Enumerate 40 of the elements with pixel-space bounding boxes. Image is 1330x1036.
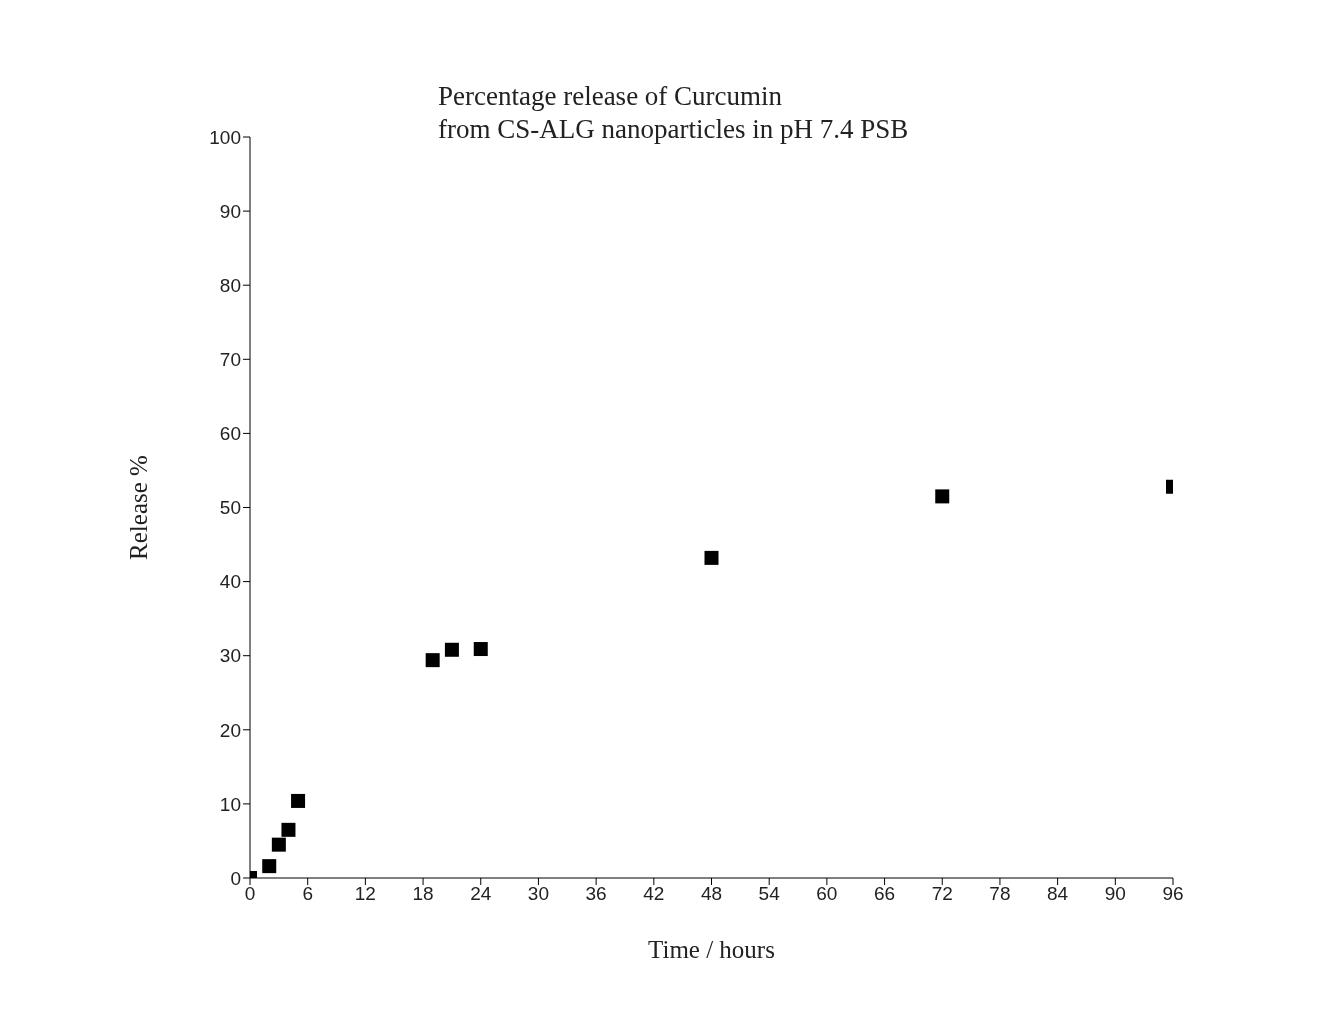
x-tick-label: 84 xyxy=(1047,883,1069,905)
point xyxy=(281,822,296,837)
x-tick-label: 60 xyxy=(816,883,838,905)
x-tick-label: 6 xyxy=(302,883,313,905)
point xyxy=(271,837,286,852)
y-tick-label: 20 xyxy=(219,719,241,741)
y-tick-label: 60 xyxy=(219,423,241,445)
chart-title: Percentage release of Curcumin from CS-ALG nanoparticles in pH 7.4 PSB xyxy=(438,80,909,146)
y-tick-label: 80 xyxy=(219,274,241,296)
point xyxy=(704,550,719,565)
x-tick-label: 54 xyxy=(758,883,781,905)
x-tick-label: 18 xyxy=(412,883,434,905)
x-tick-label: 36 xyxy=(585,883,607,905)
x-tick-label: 66 xyxy=(873,883,896,905)
point xyxy=(473,642,488,657)
y-tick-label: 30 xyxy=(219,645,241,667)
y-tick-label: 100 xyxy=(209,126,241,148)
y-axis-title: Release % xyxy=(124,455,152,560)
x-tick-label: 96 xyxy=(1162,883,1184,905)
y-tick-label: 0 xyxy=(230,867,241,889)
x-tick-label: 30 xyxy=(527,883,550,905)
x-tick-label: 72 xyxy=(931,883,953,905)
x-tick-label: 12 xyxy=(354,883,376,905)
point xyxy=(444,642,459,657)
x-tick-label: 48 xyxy=(700,883,723,905)
x-tick-label: 90 xyxy=(1104,883,1126,905)
point xyxy=(262,859,277,874)
x-tick-label: 78 xyxy=(989,883,1011,905)
point xyxy=(935,489,950,504)
y-tick-label: 70 xyxy=(219,349,241,371)
point xyxy=(425,653,440,668)
x-axis-title: Time / hours xyxy=(648,935,775,963)
y-tick-label: 40 xyxy=(219,571,241,593)
y-tick-label: 90 xyxy=(219,200,241,222)
y-tick-label: 10 xyxy=(219,793,241,815)
y-tick-label: 50 xyxy=(219,497,241,519)
x-tick-label: 24 xyxy=(470,883,492,905)
x-tick-label: 42 xyxy=(643,883,665,905)
point xyxy=(291,793,306,808)
x-tick-label: 0 xyxy=(244,883,256,905)
